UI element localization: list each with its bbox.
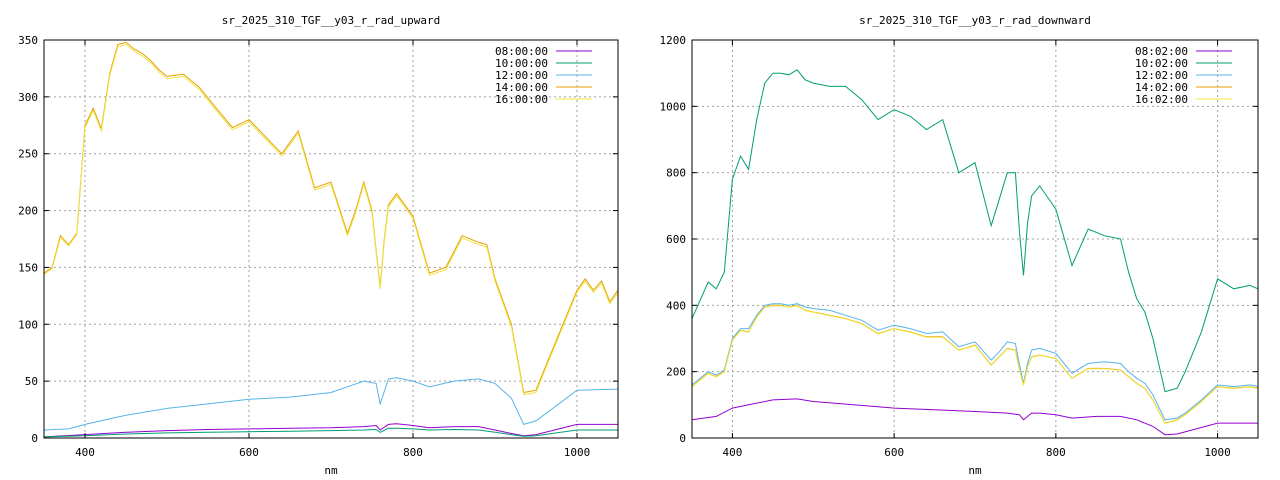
legend-label-2: 12:00:00 <box>495 69 548 82</box>
x-tick-label: 600 <box>239 446 259 459</box>
series-line-3 <box>691 304 1259 424</box>
y-tick-label: 350 <box>18 34 38 47</box>
x-tick-label: 1000 <box>564 446 591 459</box>
x-axis-label: nm <box>324 464 338 477</box>
legend-label-4: 16:00:00 <box>495 93 548 106</box>
y-tick-label: 400 <box>666 299 686 312</box>
y-tick-label: 1200 <box>660 34 687 47</box>
y-tick-label: 600 <box>666 233 686 246</box>
x-tick-label: 1000 <box>1204 446 1231 459</box>
y-tick-label: 100 <box>18 318 38 331</box>
series-line-1 <box>43 427 618 438</box>
series-line-2 <box>43 377 619 431</box>
legend-label-0: 08:00:00 <box>495 45 548 58</box>
series-line-4 <box>43 43 619 396</box>
y-tick-label: 250 <box>18 148 38 161</box>
legend-label-4: 16:02:00 <box>1135 93 1188 106</box>
y-tick-label: 200 <box>666 366 686 379</box>
chart-downward: sr_2025_310_TGF__y03_r_rad_downward nm 4… <box>660 14 1259 477</box>
legend-label-3: 14:00:00 <box>495 81 548 94</box>
x-tick-label: 400 <box>75 446 95 459</box>
y-tick-label: 50 <box>25 375 38 388</box>
chart-title: sr_2025_310_TGF__y03_r_rad_downward <box>859 14 1091 27</box>
series-line-3 <box>43 41 619 394</box>
series-line-2 <box>691 303 1259 421</box>
legend-label-2: 12:02:00 <box>1135 69 1188 82</box>
y-tick-label: 800 <box>666 167 686 180</box>
plot-frame <box>43 39 619 439</box>
legend-label-1: 10:02:00 <box>1135 57 1188 70</box>
x-tick-label: 800 <box>1046 446 1066 459</box>
legend-label-1: 10:00:00 <box>495 57 548 70</box>
series-line-1 <box>691 69 1259 393</box>
series-line-4 <box>691 305 1259 424</box>
x-tick-label: 400 <box>722 446 742 459</box>
y-tick-label: 1000 <box>660 100 687 113</box>
y-tick-label: 0 <box>679 432 686 445</box>
y-tick-label: 150 <box>18 261 38 274</box>
y-tick-label: 0 <box>31 432 38 445</box>
y-tick-label: 300 <box>18 91 38 104</box>
legend-label-0: 08:02:00 <box>1135 45 1188 58</box>
chart-upward: sr_2025_310_TGF__y03_r_rad_upward nm 400… <box>18 14 619 477</box>
legend-label-3: 14:02:00 <box>1135 81 1188 94</box>
chart-title: sr_2025_310_TGF__y03_r_rad_upward <box>222 14 441 27</box>
series-line-0 <box>43 423 618 438</box>
x-axis-label: nm <box>968 464 982 477</box>
x-tick-label: 800 <box>403 446 423 459</box>
y-tick-label: 200 <box>18 205 38 218</box>
series-line-0 <box>691 398 1258 436</box>
x-tick-label: 600 <box>884 446 904 459</box>
